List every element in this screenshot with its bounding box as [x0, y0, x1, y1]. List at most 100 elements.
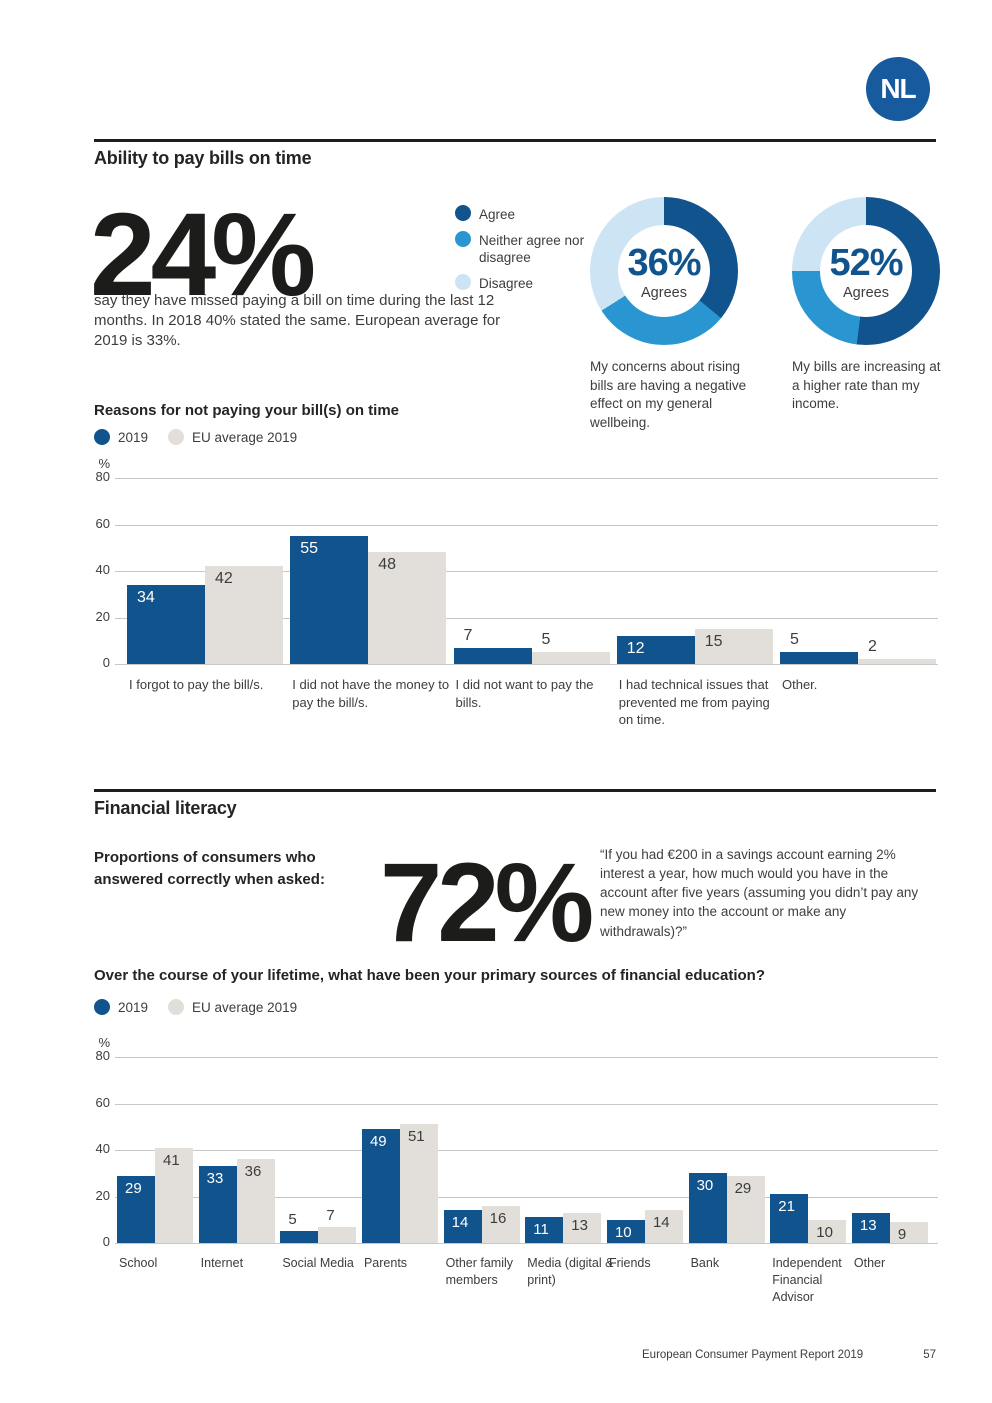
literacy-stat: 72% — [380, 840, 594, 965]
bar-eu-average: 2 — [858, 638, 936, 664]
bar-group: 14 16 Other family members — [443, 1205, 520, 1287]
missed-bill-description: say they have missed paying a bill on ti… — [94, 292, 501, 350]
plot-area: 34 42 I forgot to pay the bill/s. 55 48 I did… — [115, 478, 938, 727]
category-label: Internet — [200, 1256, 244, 1270]
bar-eu-average: 7 — [318, 1207, 357, 1243]
bar-value-label: 13 — [859, 1216, 877, 1234]
donut-chart: 52% Agrees — [792, 197, 940, 345]
bar-value-label: 9 — [897, 1226, 907, 1244]
gridline — [115, 1196, 938, 1198]
donut-caption: My concerns about rising bills are havin… — [590, 359, 747, 430]
y-axis-unit: % — [98, 1035, 110, 1050]
bar-2019: 11 — [525, 1217, 564, 1243]
bar-eu-average: 14 — [644, 1210, 683, 1243]
category-label: I forgot to pay the bill/s. — [129, 677, 264, 692]
bar-group: 7 5 I did not want to pay the bills. — [453, 627, 610, 710]
bar-2019: 33 — [198, 1166, 237, 1243]
bar-eu-average: 41 — [155, 1147, 193, 1243]
y-axis-unit: % — [98, 456, 110, 471]
legend-label: Disagree — [479, 275, 534, 291]
series-2019-dot-icon — [94, 429, 110, 445]
legend-item-disagree: Disagree — [455, 273, 591, 293]
legend-label: EU average 2019 — [192, 999, 298, 1015]
y-tick-label: 0 — [102, 655, 110, 670]
gridline — [115, 617, 938, 619]
bar-value-label: 14 — [451, 1214, 469, 1232]
bar-value-label: 10 — [614, 1223, 632, 1241]
bar-value-label: 55 — [300, 540, 319, 558]
section-divider — [94, 789, 936, 792]
y-tick-label: 80 — [95, 469, 110, 484]
bar-value-label: 10 — [816, 1223, 833, 1241]
bar-group: 55 48 I did not have the money to pay the … — [290, 536, 449, 710]
legend-item-2019: 2019 — [94, 999, 148, 1015]
legend-item-2019: 2019 — [94, 429, 148, 445]
bar-value-label: 13 — [571, 1216, 588, 1234]
footer-page-number: 57 — [923, 1349, 936, 1361]
category-label: Other — [853, 1256, 886, 1270]
category-label: School — [119, 1256, 158, 1270]
plot-area: 29 41 School 33 36 Internet 5 7 Social Media 49 51… — [115, 1057, 938, 1304]
y-tick-label: 20 — [95, 1187, 110, 1203]
bar-group: 30 29 Bank — [688, 1173, 765, 1270]
bar-2019: 5 — [280, 1211, 319, 1243]
bar-value-label: 12 — [626, 640, 645, 658]
gridline — [115, 664, 938, 665]
bar-value-label: 49 — [369, 1133, 387, 1151]
bar-value-label: 2 — [868, 638, 877, 656]
chart2-legend: 2019 EU average 2019 — [94, 999, 297, 1015]
legend-label: EU average 2019 — [192, 429, 298, 445]
footer-report-title: European Consumer Payment Report 2019 — [642, 1349, 864, 1361]
bar-2019: 10 — [606, 1219, 645, 1243]
bar-group: 34 42 I forgot to pay the bill/s. — [127, 566, 283, 692]
legend-label: 2019 — [118, 429, 149, 445]
legend-item-eu-average: EU average 2019 — [168, 999, 297, 1015]
category-label: Other family members — [445, 1256, 514, 1287]
bar-value-label: 51 — [407, 1128, 425, 1146]
literacy-lead: Proportions of consumers who answered co… — [94, 849, 325, 888]
donut-value: 52% — [829, 241, 903, 284]
bar-value-label: 5 — [288, 1211, 297, 1229]
bar-value-label: 16 — [489, 1209, 507, 1227]
donut-sublabel: Agrees — [641, 284, 687, 301]
bar-value-label: 15 — [704, 633, 723, 651]
gridline — [115, 1150, 938, 1151]
bar-eu-average: 48 — [368, 552, 447, 664]
literacy-question-quote: “If you had €200 in a savings account ea… — [600, 847, 919, 939]
legend-label: Agree — [479, 207, 516, 222]
reasons-bar-chart: % 80 60 40 20 0 34 42 I forgot to pay the bill/… — [80, 456, 938, 727]
section-title-bills: Ability to pay bills on time — [94, 148, 312, 168]
bar-eu-average: 36 — [236, 1159, 275, 1243]
bar-group: 11 13 Media (digital & print) — [525, 1212, 613, 1287]
bar-value-label: 48 — [378, 556, 397, 574]
category-label: I had technical issues that prevented me… — [618, 677, 770, 728]
missed-bill-stat: 24% — [90, 189, 316, 321]
y-tick-label: 40 — [95, 1141, 110, 1156]
neither-dot-icon — [455, 230, 471, 247]
education-sources-bar-chart: % 80 60 40 20 0 29 41 School 33 36 Internet 5 7 Socia… — [80, 1035, 938, 1304]
bar-eu-average: 5 — [531, 631, 610, 664]
donut-chart: 36% Agrees — [590, 197, 738, 345]
y-tick-label: 40 — [95, 562, 110, 577]
bar-group: 5 7 Social Media — [280, 1207, 357, 1270]
chart2-title: Over the course of your lifetime, what h… — [94, 967, 766, 984]
bar-value-label: 30 — [696, 1177, 714, 1195]
bar-2019: 14 — [443, 1210, 482, 1243]
bar-2019: 5 — [780, 631, 858, 664]
bar-2019: 55 — [290, 536, 369, 664]
bar-value-label: 11 — [533, 1221, 549, 1239]
bar-2019: 12 — [616, 636, 695, 664]
bar-2019: 7 — [453, 627, 532, 664]
category-label: Parents — [363, 1256, 408, 1270]
category-label: Friends — [608, 1256, 651, 1270]
bar-eu-average: 13 — [563, 1212, 602, 1243]
disagree-dot-icon — [455, 273, 471, 290]
bar-value-label: 5 — [790, 631, 799, 649]
donut-center: 36% Agrees — [618, 225, 710, 317]
bar-group: 29 41 School — [117, 1147, 193, 1270]
donut-caption: My bills are increasing at a higher rate… — [792, 359, 941, 412]
donut-sublabel: Agrees — [843, 284, 889, 301]
bar-eu-average: 29 — [726, 1175, 765, 1243]
donut-center: 52% Agrees — [820, 225, 912, 317]
